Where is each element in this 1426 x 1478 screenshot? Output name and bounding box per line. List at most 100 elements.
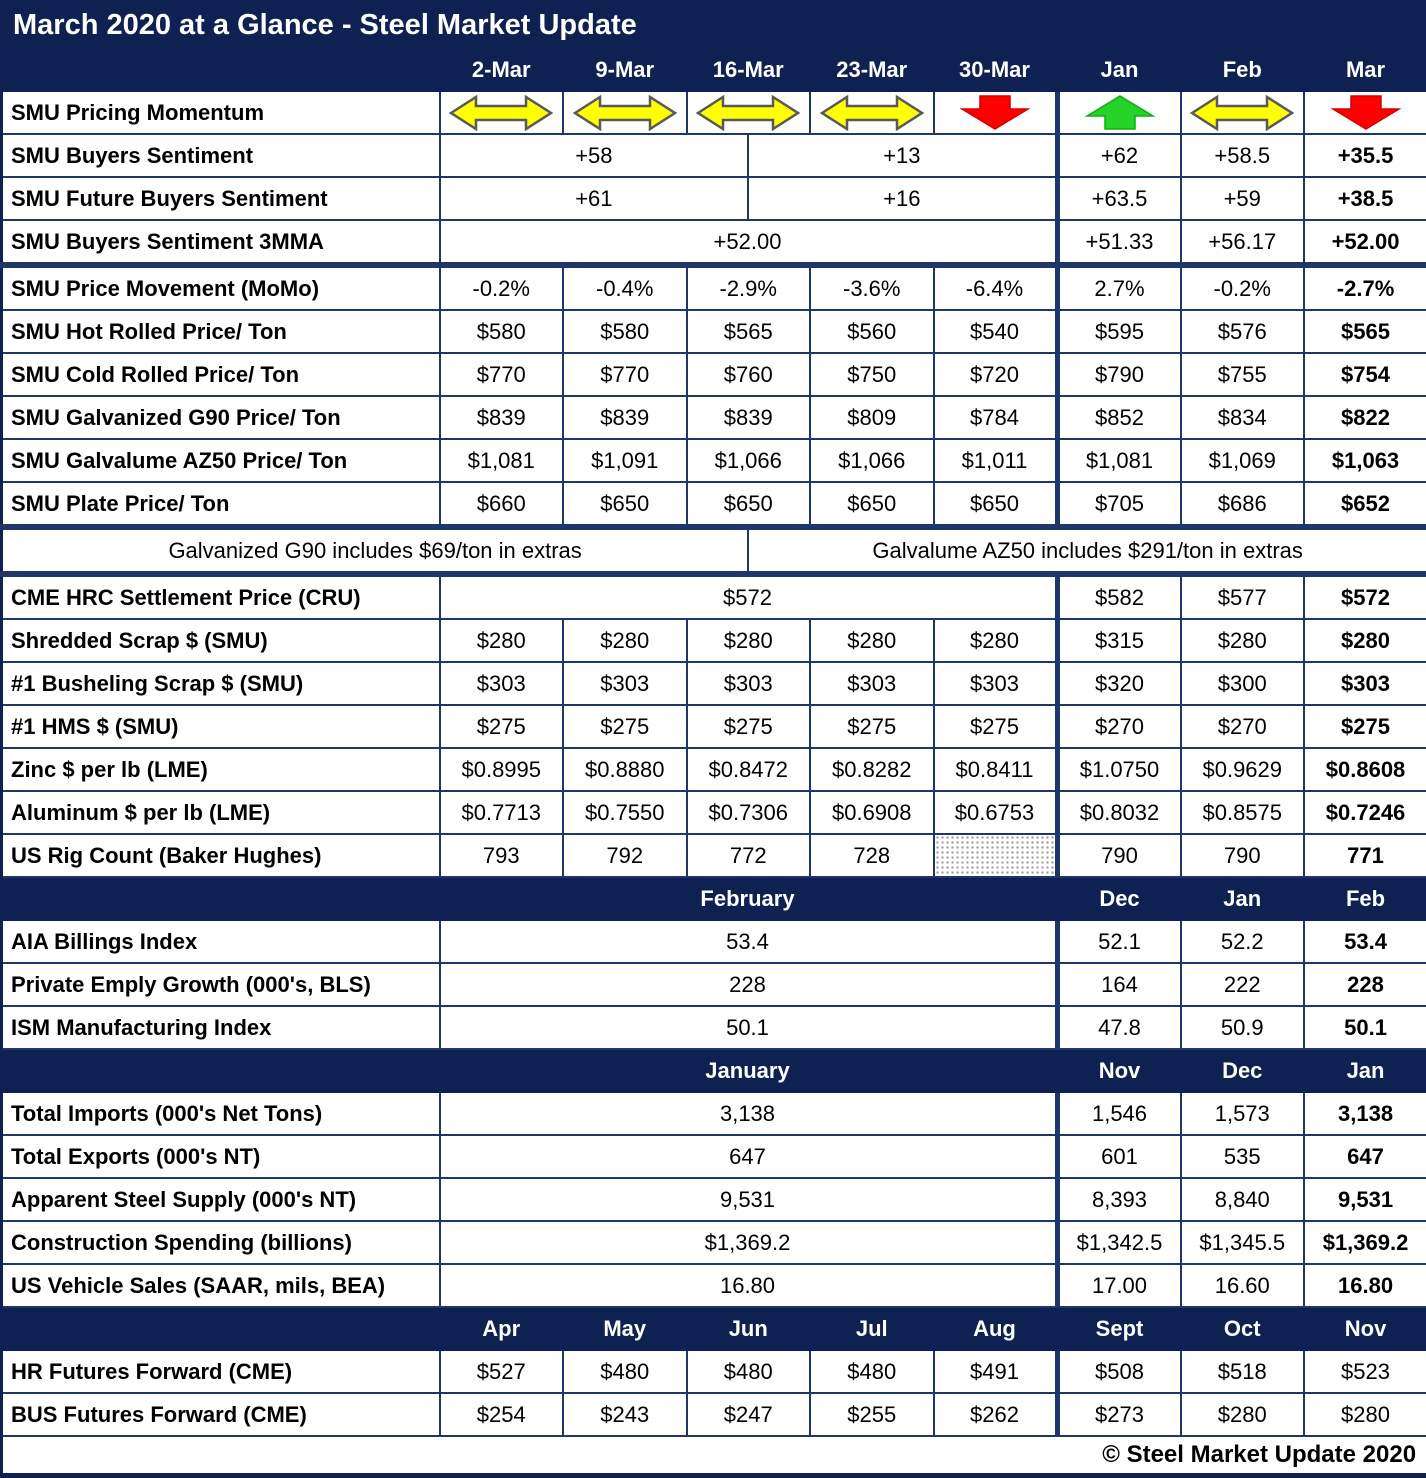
value-cell: 793: [440, 834, 564, 877]
footnote-text: Galvanized G90 includes $69/ton in extra…: [2, 527, 749, 574]
value-cell: $572: [1304, 574, 1426, 619]
row-label: SMU Buyers Sentiment: [2, 134, 440, 177]
column-header: 9-Mar: [563, 48, 687, 91]
column-header: 16-Mar: [687, 48, 811, 91]
value-cell: $518: [1181, 1350, 1305, 1393]
value-cell: +16: [748, 177, 1057, 220]
value-cell: $275: [687, 705, 811, 748]
value-cell: 1,546: [1057, 1092, 1181, 1135]
value-cell: $1,069: [1181, 439, 1305, 482]
value-cell: $270: [1181, 705, 1305, 748]
value-cell: 3,138: [440, 1092, 1058, 1135]
column-header: Oct: [1181, 1307, 1305, 1350]
value-cell: 601: [1057, 1135, 1181, 1178]
column-header: 30-Mar: [934, 48, 1058, 91]
value-cell: $577: [1181, 574, 1305, 619]
value-cell: $254: [440, 1393, 564, 1436]
value-cell: $303: [934, 662, 1058, 705]
value-cell: 728: [810, 834, 934, 877]
column-header: Apr: [440, 1307, 564, 1350]
column-header: Jan: [1057, 48, 1181, 91]
momentum-cell: [810, 91, 934, 134]
value-cell: $1.0750: [1057, 748, 1181, 791]
row-label: Shredded Scrap $ (SMU): [2, 619, 440, 662]
value-cell: $595: [1057, 310, 1181, 353]
value-cell: +56.17: [1181, 220, 1305, 265]
value-cell: -3.6%: [810, 265, 934, 310]
row-label: SMU Buyers Sentiment 3MMA: [2, 220, 440, 265]
row-label: [2, 1049, 440, 1092]
value-cell: $852: [1057, 396, 1181, 439]
value-cell: -2.7%: [1304, 265, 1426, 310]
value-cell: $1,369.2: [1304, 1221, 1426, 1264]
value-cell: $770: [440, 353, 564, 396]
value-cell: $0.7306: [687, 791, 811, 834]
value-cell: $280: [1181, 1393, 1305, 1436]
value-cell: $275: [934, 705, 1058, 748]
value-cell: $565: [1304, 310, 1426, 353]
column-header: 2-Mar: [440, 48, 564, 91]
footnote-text: Galvalume AZ50 includes $291/ton in extr…: [748, 527, 1426, 574]
value-cell: +51.33: [1057, 220, 1181, 265]
value-cell: $720: [934, 353, 1058, 396]
value-cell: $784: [934, 396, 1058, 439]
value-cell: $760: [687, 353, 811, 396]
column-header: Jul: [810, 1307, 934, 1350]
value-cell: $750: [810, 353, 934, 396]
value-cell: $572: [440, 574, 1058, 619]
value-cell: 2.7%: [1057, 265, 1181, 310]
value-cell: $839: [440, 396, 564, 439]
value-cell: +52.00: [440, 220, 1058, 265]
table-row: SMU Future Buyers Sentiment+61+16+63.5+5…: [2, 177, 1426, 220]
value-cell: $790: [1057, 353, 1181, 396]
value-cell: $320: [1057, 662, 1181, 705]
value-cell: $1,066: [687, 439, 811, 482]
value-cell: $0.8608: [1304, 748, 1426, 791]
down-arrow-icon: [1331, 94, 1401, 131]
row-label: SMU Future Buyers Sentiment: [2, 177, 440, 220]
table-row: Zinc $ per lb (LME)$0.8995$0.8880$0.8472…: [2, 748, 1426, 791]
value-cell: $770: [563, 353, 687, 396]
value-cell: $255: [810, 1393, 934, 1436]
value-cell: $303: [563, 662, 687, 705]
value-cell: $565: [687, 310, 811, 353]
column-header: Jun: [687, 1307, 811, 1350]
value-cell: 52.1: [1057, 920, 1181, 963]
value-cell: $755: [1181, 353, 1305, 396]
value-cell: +62: [1057, 134, 1181, 177]
value-cell: $1,063: [1304, 439, 1426, 482]
sideways-arrow-icon: [1190, 95, 1294, 131]
value-cell: 50.9: [1181, 1006, 1305, 1049]
table-row: CME HRC Settlement Price (CRU)$572$582$5…: [2, 574, 1426, 619]
row-label: [2, 877, 440, 920]
value-cell: -0.4%: [563, 265, 687, 310]
row-label: Private Emply Growth (000's, BLS): [2, 963, 440, 1006]
column-header: May: [563, 1307, 687, 1350]
column-header: January: [440, 1049, 1058, 1092]
value-cell: $0.8575: [1181, 791, 1305, 834]
value-cell: $0.8995: [440, 748, 564, 791]
footer-row: © Steel Market Update 2020: [2, 1436, 1426, 1476]
value-cell: 16.60: [1181, 1264, 1305, 1307]
value-cell: $1,081: [440, 439, 564, 482]
table-row: Shredded Scrap $ (SMU)$280$280$280$280$2…: [2, 619, 1426, 662]
value-cell: 790: [1181, 834, 1305, 877]
value-cell: $822: [1304, 396, 1426, 439]
value-cell: +13: [748, 134, 1057, 177]
value-cell: $652: [1304, 482, 1426, 527]
value-cell: $0.8411: [934, 748, 1058, 791]
column-header: Feb: [1304, 877, 1426, 920]
value-cell: $839: [687, 396, 811, 439]
value-cell: 228: [440, 963, 1058, 1006]
value-cell: 164: [1057, 963, 1181, 1006]
value-cell: 792: [563, 834, 687, 877]
table-row: Aluminum $ per lb (LME)$0.7713$0.7550$0.…: [2, 791, 1426, 834]
value-cell: $303: [440, 662, 564, 705]
